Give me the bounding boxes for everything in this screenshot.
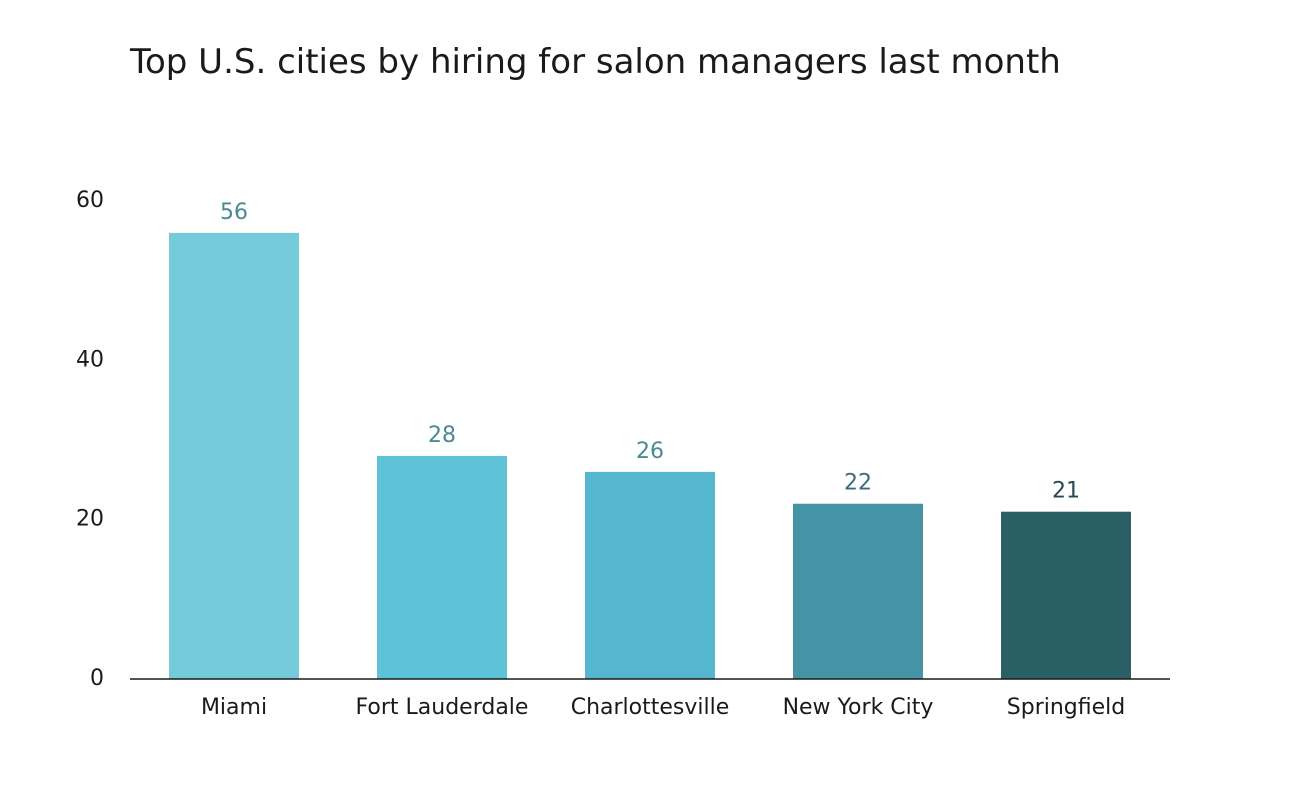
x-category-label: New York City xyxy=(783,695,934,720)
bar xyxy=(1001,511,1131,679)
x-category-label: Miami xyxy=(201,695,267,720)
y-tick-label: 40 xyxy=(76,347,104,372)
bars xyxy=(169,232,1131,679)
bar xyxy=(793,503,923,679)
chart-title: Top U.S. cities by hiring for salon mana… xyxy=(129,42,1061,82)
bar xyxy=(585,471,715,679)
bar xyxy=(169,232,299,679)
bar-value-label: 22 xyxy=(844,471,872,496)
x-category-label: Charlottesville xyxy=(571,695,730,720)
x-category-label: Springfield xyxy=(1007,695,1125,720)
bar-value-label: 26 xyxy=(636,439,664,464)
bar-value-label: 21 xyxy=(1052,479,1080,504)
value-labels: 56 28 26 22 21 xyxy=(220,200,1080,504)
bar-value-label: 28 xyxy=(428,423,456,448)
bar xyxy=(377,455,507,679)
y-axis-ticks: 0 20 40 60 xyxy=(76,188,104,691)
bar-value-label: 56 xyxy=(220,200,248,225)
category-labels: Miami Fort Lauderdale Charlottesville New Y… xyxy=(201,695,1125,720)
y-tick-label: 60 xyxy=(76,188,104,213)
y-tick-label: 20 xyxy=(76,507,104,532)
y-tick-label: 0 xyxy=(90,666,104,691)
x-category-label: Fort Lauderdale xyxy=(356,695,529,720)
